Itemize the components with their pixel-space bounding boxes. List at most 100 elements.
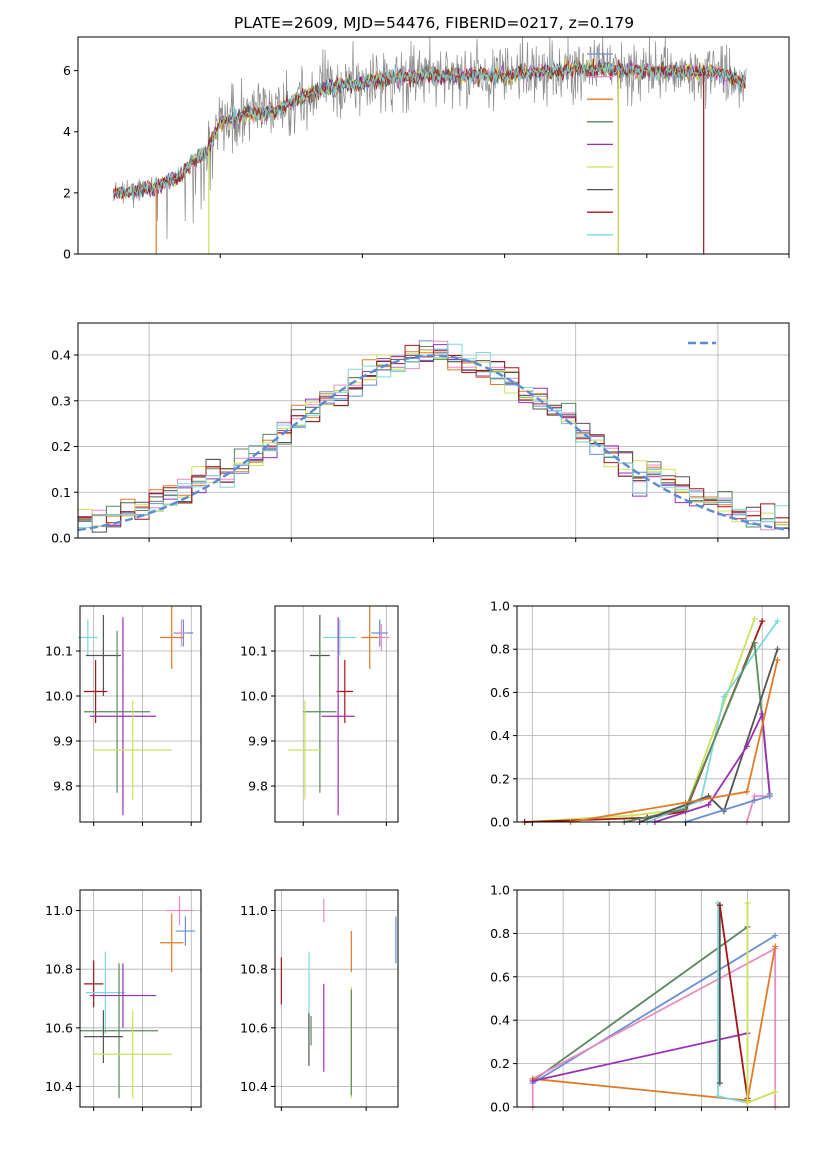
y-tick-label: 0.8 <box>490 642 510 657</box>
plus-marker <box>766 793 773 800</box>
series-line <box>624 642 771 823</box>
y-tick-label: 10.4 <box>240 1079 268 1094</box>
y-tick-label: 0.8 <box>490 926 510 941</box>
residual-histogram-panel: 0.0 0.1 0.2 0.3 0.4 <box>51 322 790 546</box>
y-tick-label: 10.0 <box>240 689 268 704</box>
normal-curve <box>78 354 789 532</box>
series-line <box>532 934 776 1084</box>
error-bar-point <box>89 963 157 1028</box>
y-tick-label: 4 <box>63 124 71 139</box>
error-bar-point <box>371 619 389 647</box>
y-tick-label: 10.1 <box>240 644 268 659</box>
y-tick-label: 0.4 <box>490 728 510 743</box>
mass-vs-metallicity-panel: 10.4 10.6 10.8 11.0 <box>45 889 202 1111</box>
error-bar-point <box>83 960 104 1008</box>
plus-marker <box>716 902 723 909</box>
axes-frame <box>516 605 790 823</box>
y-tick-label: 9.8 <box>248 779 268 794</box>
model-spectrum-line <box>113 58 746 199</box>
axes-frame <box>79 605 202 823</box>
error-bar-point <box>85 951 125 1034</box>
age-vs-metallicity-panel: 9.8 9.9 10.0 10.1 <box>45 605 202 826</box>
axes-frame <box>79 889 202 1108</box>
plus-marker <box>529 1077 536 1084</box>
error-bar-point <box>336 660 354 723</box>
y-tick-label: 6 <box>63 63 71 78</box>
series-line <box>532 946 777 1102</box>
error-bar-point <box>175 916 196 946</box>
error-bar-point <box>160 913 184 973</box>
error-bar-point <box>89 617 157 816</box>
plus-marker <box>774 646 781 653</box>
error-bar-point <box>80 963 159 1099</box>
y-tick-label: 10.6 <box>45 1020 73 1035</box>
plus-marker <box>772 932 779 939</box>
series-line <box>639 648 779 823</box>
y-tick-label: 10.4 <box>45 1079 73 1094</box>
plus-marker <box>716 1080 723 1087</box>
axes-frame <box>77 36 790 255</box>
error-bar-point <box>160 606 184 669</box>
plus-marker <box>705 801 712 808</box>
y-tick-label: 1.0 <box>490 883 510 898</box>
plus-marker <box>774 657 781 663</box>
error-bar-point <box>93 1010 172 1099</box>
y-tick-label: 10.6 <box>240 1020 268 1035</box>
spectrum-panel: 0 2 4 6 <box>63 36 790 262</box>
plus-marker <box>774 618 781 625</box>
histograms <box>78 340 789 533</box>
error-bar-point <box>323 619 357 656</box>
series-line <box>524 620 764 823</box>
y-tick-label: 11.0 <box>45 903 73 918</box>
y-tick-label: 2 <box>63 185 71 200</box>
axes-frame <box>274 889 399 1108</box>
y-tick-label: 9.9 <box>53 734 73 749</box>
plus-marker <box>743 743 750 750</box>
error-bar-point <box>85 615 121 696</box>
histogram-step <box>78 344 789 524</box>
axes-frame <box>274 605 399 823</box>
plus-marker <box>759 618 766 625</box>
age-vs-mass-panel: 9.8 9.9 10.0 10.1 <box>240 605 399 826</box>
y-tick-label: 0.4 <box>490 1013 510 1028</box>
plus-marker <box>720 693 727 700</box>
error-bar-point <box>83 630 151 793</box>
plus-marker <box>715 1093 722 1100</box>
series-line <box>531 947 777 1107</box>
y-tick-label: 0.2 <box>490 1056 510 1071</box>
error-bar-point <box>78 619 98 656</box>
error-bar-point <box>83 1010 123 1064</box>
y-tick-label: 10.8 <box>240 962 268 977</box>
model-spectrum-line <box>113 58 746 199</box>
y-tick-label: 0.0 <box>490 1100 510 1115</box>
plus-marker <box>682 806 689 813</box>
y-tick-label: 0.2 <box>51 439 71 454</box>
model-spectrum-line <box>113 61 746 201</box>
error-bar-point <box>321 617 355 816</box>
y-tick-label: 0.6 <box>490 685 510 700</box>
mass-vs-extinction-panel: 10.4 10.6 10.8 11.0 <box>240 889 399 1111</box>
plus-marker <box>744 900 751 907</box>
massweight-vs-metallicity-panel: 0.0 0.2 0.4 0.6 0.8 1.0 <box>490 883 790 1115</box>
y-tick-label: 0.1 <box>51 485 71 500</box>
figure-title: PLATE=2609, MJD=54476, FIBERID=0217, z=0… <box>234 14 634 32</box>
series-line <box>532 926 749 1082</box>
spectrum-lines <box>113 37 747 254</box>
plus-marker <box>682 799 689 806</box>
plus-marker <box>744 1099 751 1106</box>
error-bar-point <box>303 630 337 793</box>
plus-marker <box>751 615 758 622</box>
y-tick-label: 0.0 <box>490 815 510 830</box>
y-tick-label: 10.8 <box>45 962 73 977</box>
y-tick-label: 0.2 <box>490 771 510 786</box>
y-tick-label: 9.9 <box>248 734 268 749</box>
plus-marker <box>751 639 758 646</box>
error-bar-point <box>83 660 108 723</box>
plus-marker <box>772 943 779 950</box>
y-tick-label: 1.0 <box>490 599 510 614</box>
y-tick-label: 10.0 <box>45 689 73 704</box>
y-tick-label: 0 <box>63 247 71 262</box>
y-tick-label: 0.4 <box>51 348 71 363</box>
plus-marker <box>751 797 758 804</box>
